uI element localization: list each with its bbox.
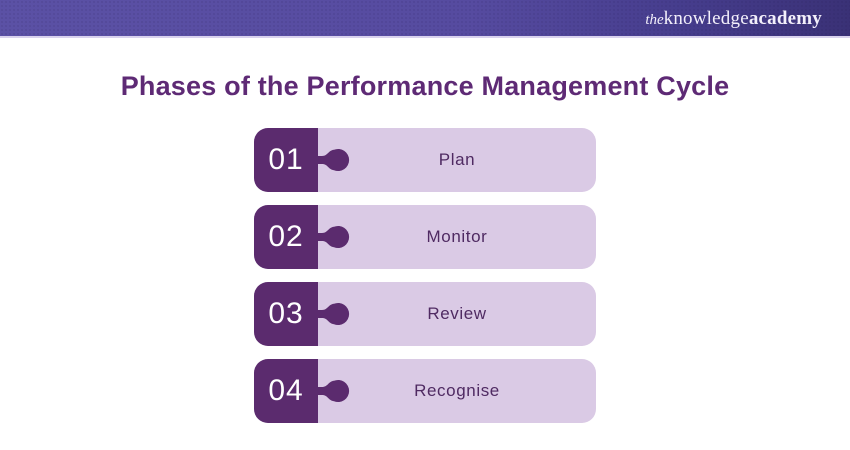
puzzle-knob-icon [318,380,350,402]
phases-list: 01 Plan 02 Monitor 03 Review [254,128,596,423]
header-bar: theknowledgeacademy [0,0,850,38]
logo-academy-text: academy [748,7,822,29]
phase-number-badge: 04 [254,359,318,423]
phase-number: 01 [268,143,304,176]
phase-number-badge: 01 [254,128,318,192]
phase-number: 03 [268,297,304,330]
logo-knowledge-text: knowledge [663,7,749,29]
phase-row-plan: 01 Plan [254,128,596,192]
phase-number: 04 [268,374,304,407]
phase-number: 02 [268,220,304,253]
phase-row-review: 03 Review [254,282,596,346]
phase-number-badge: 02 [254,205,318,269]
phase-number-badge: 03 [254,282,318,346]
logo-the-text: the [645,11,664,28]
phase-label: Review [427,304,487,323]
phase-row-recognise: 04 Recognise [254,359,596,423]
page-title: Phases of the Performance Management Cyc… [120,71,730,101]
knowledge-academy-logo: theknowledgeacademy [645,9,822,28]
phase-label: Recognise [414,381,500,400]
puzzle-knob-icon [318,226,350,248]
puzzle-knob-icon [318,303,350,325]
phase-row-monitor: 02 Monitor [254,205,596,269]
phase-label: Monitor [426,227,488,246]
puzzle-knob-icon [318,149,350,171]
phase-label: Plan [438,150,476,169]
